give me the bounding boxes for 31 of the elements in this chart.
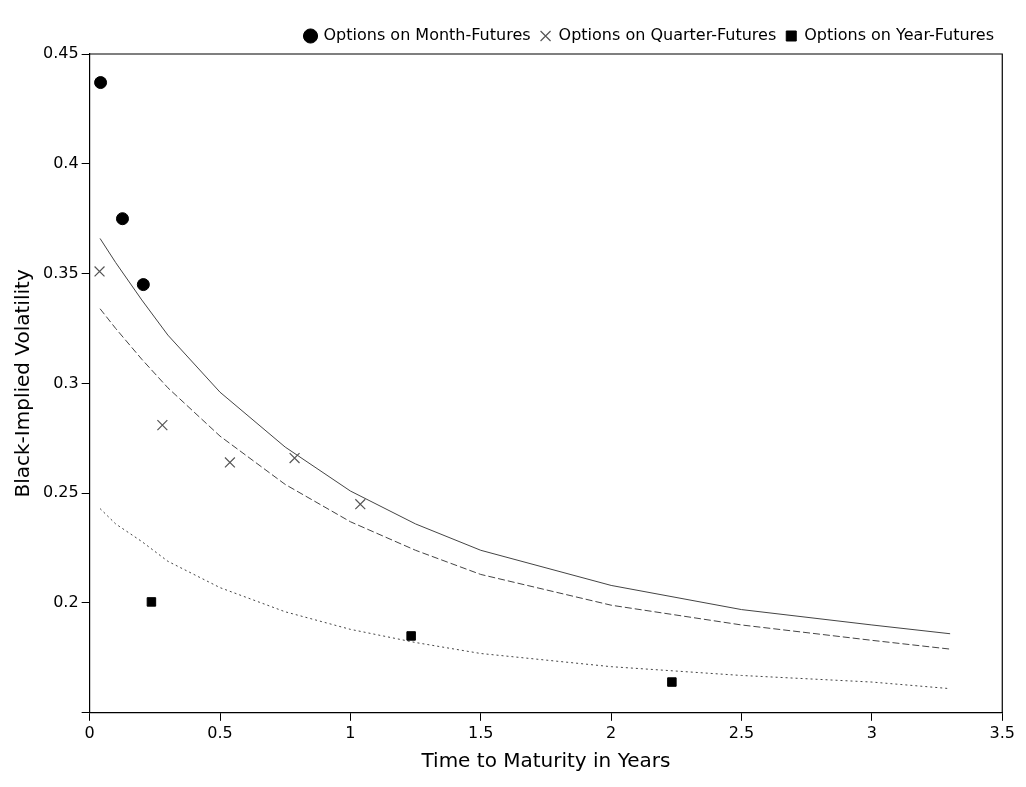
y-tick-label: 0.35 bbox=[43, 262, 79, 282]
x-tick-label: 2 bbox=[606, 722, 617, 742]
point bbox=[93, 265, 106, 277]
x-tick-label: 0 bbox=[84, 722, 95, 742]
point bbox=[136, 278, 150, 292]
x-tick-label: 3.5 bbox=[989, 722, 1015, 742]
legend-label: Options on Year-Futures bbox=[804, 25, 994, 45]
point bbox=[667, 677, 677, 687]
line-series bbox=[99, 308, 951, 650]
point bbox=[289, 452, 301, 464]
point bbox=[115, 212, 129, 226]
point bbox=[406, 631, 416, 641]
x-tick-label: 2.5 bbox=[728, 722, 755, 742]
legend-label: Options on Month-Futures bbox=[323, 25, 531, 45]
x-tick-label: 1 bbox=[345, 722, 356, 742]
y-axis-title: Black-Implied Volatility bbox=[10, 269, 35, 498]
x-tick-label: 0.5 bbox=[207, 722, 233, 742]
point bbox=[146, 597, 157, 607]
y-tick-label: 0.25 bbox=[43, 482, 79, 502]
x-axis-title: Time to Maturity in Years bbox=[420, 748, 671, 773]
legend-label: Options on Quarter-Futures bbox=[558, 25, 777, 45]
x-tick-label: 1.5 bbox=[468, 722, 494, 742]
y-tick-label: 0.4 bbox=[53, 152, 79, 172]
x-tick-label: 3 bbox=[866, 722, 877, 742]
point bbox=[354, 498, 366, 510]
y-tick-label: 0.3 bbox=[53, 372, 79, 392]
point bbox=[156, 419, 168, 431]
y-tick-label: 0.2 bbox=[53, 592, 79, 612]
point bbox=[94, 76, 108, 90]
y-tick-label: 0.45 bbox=[43, 43, 79, 63]
point bbox=[224, 456, 236, 469]
